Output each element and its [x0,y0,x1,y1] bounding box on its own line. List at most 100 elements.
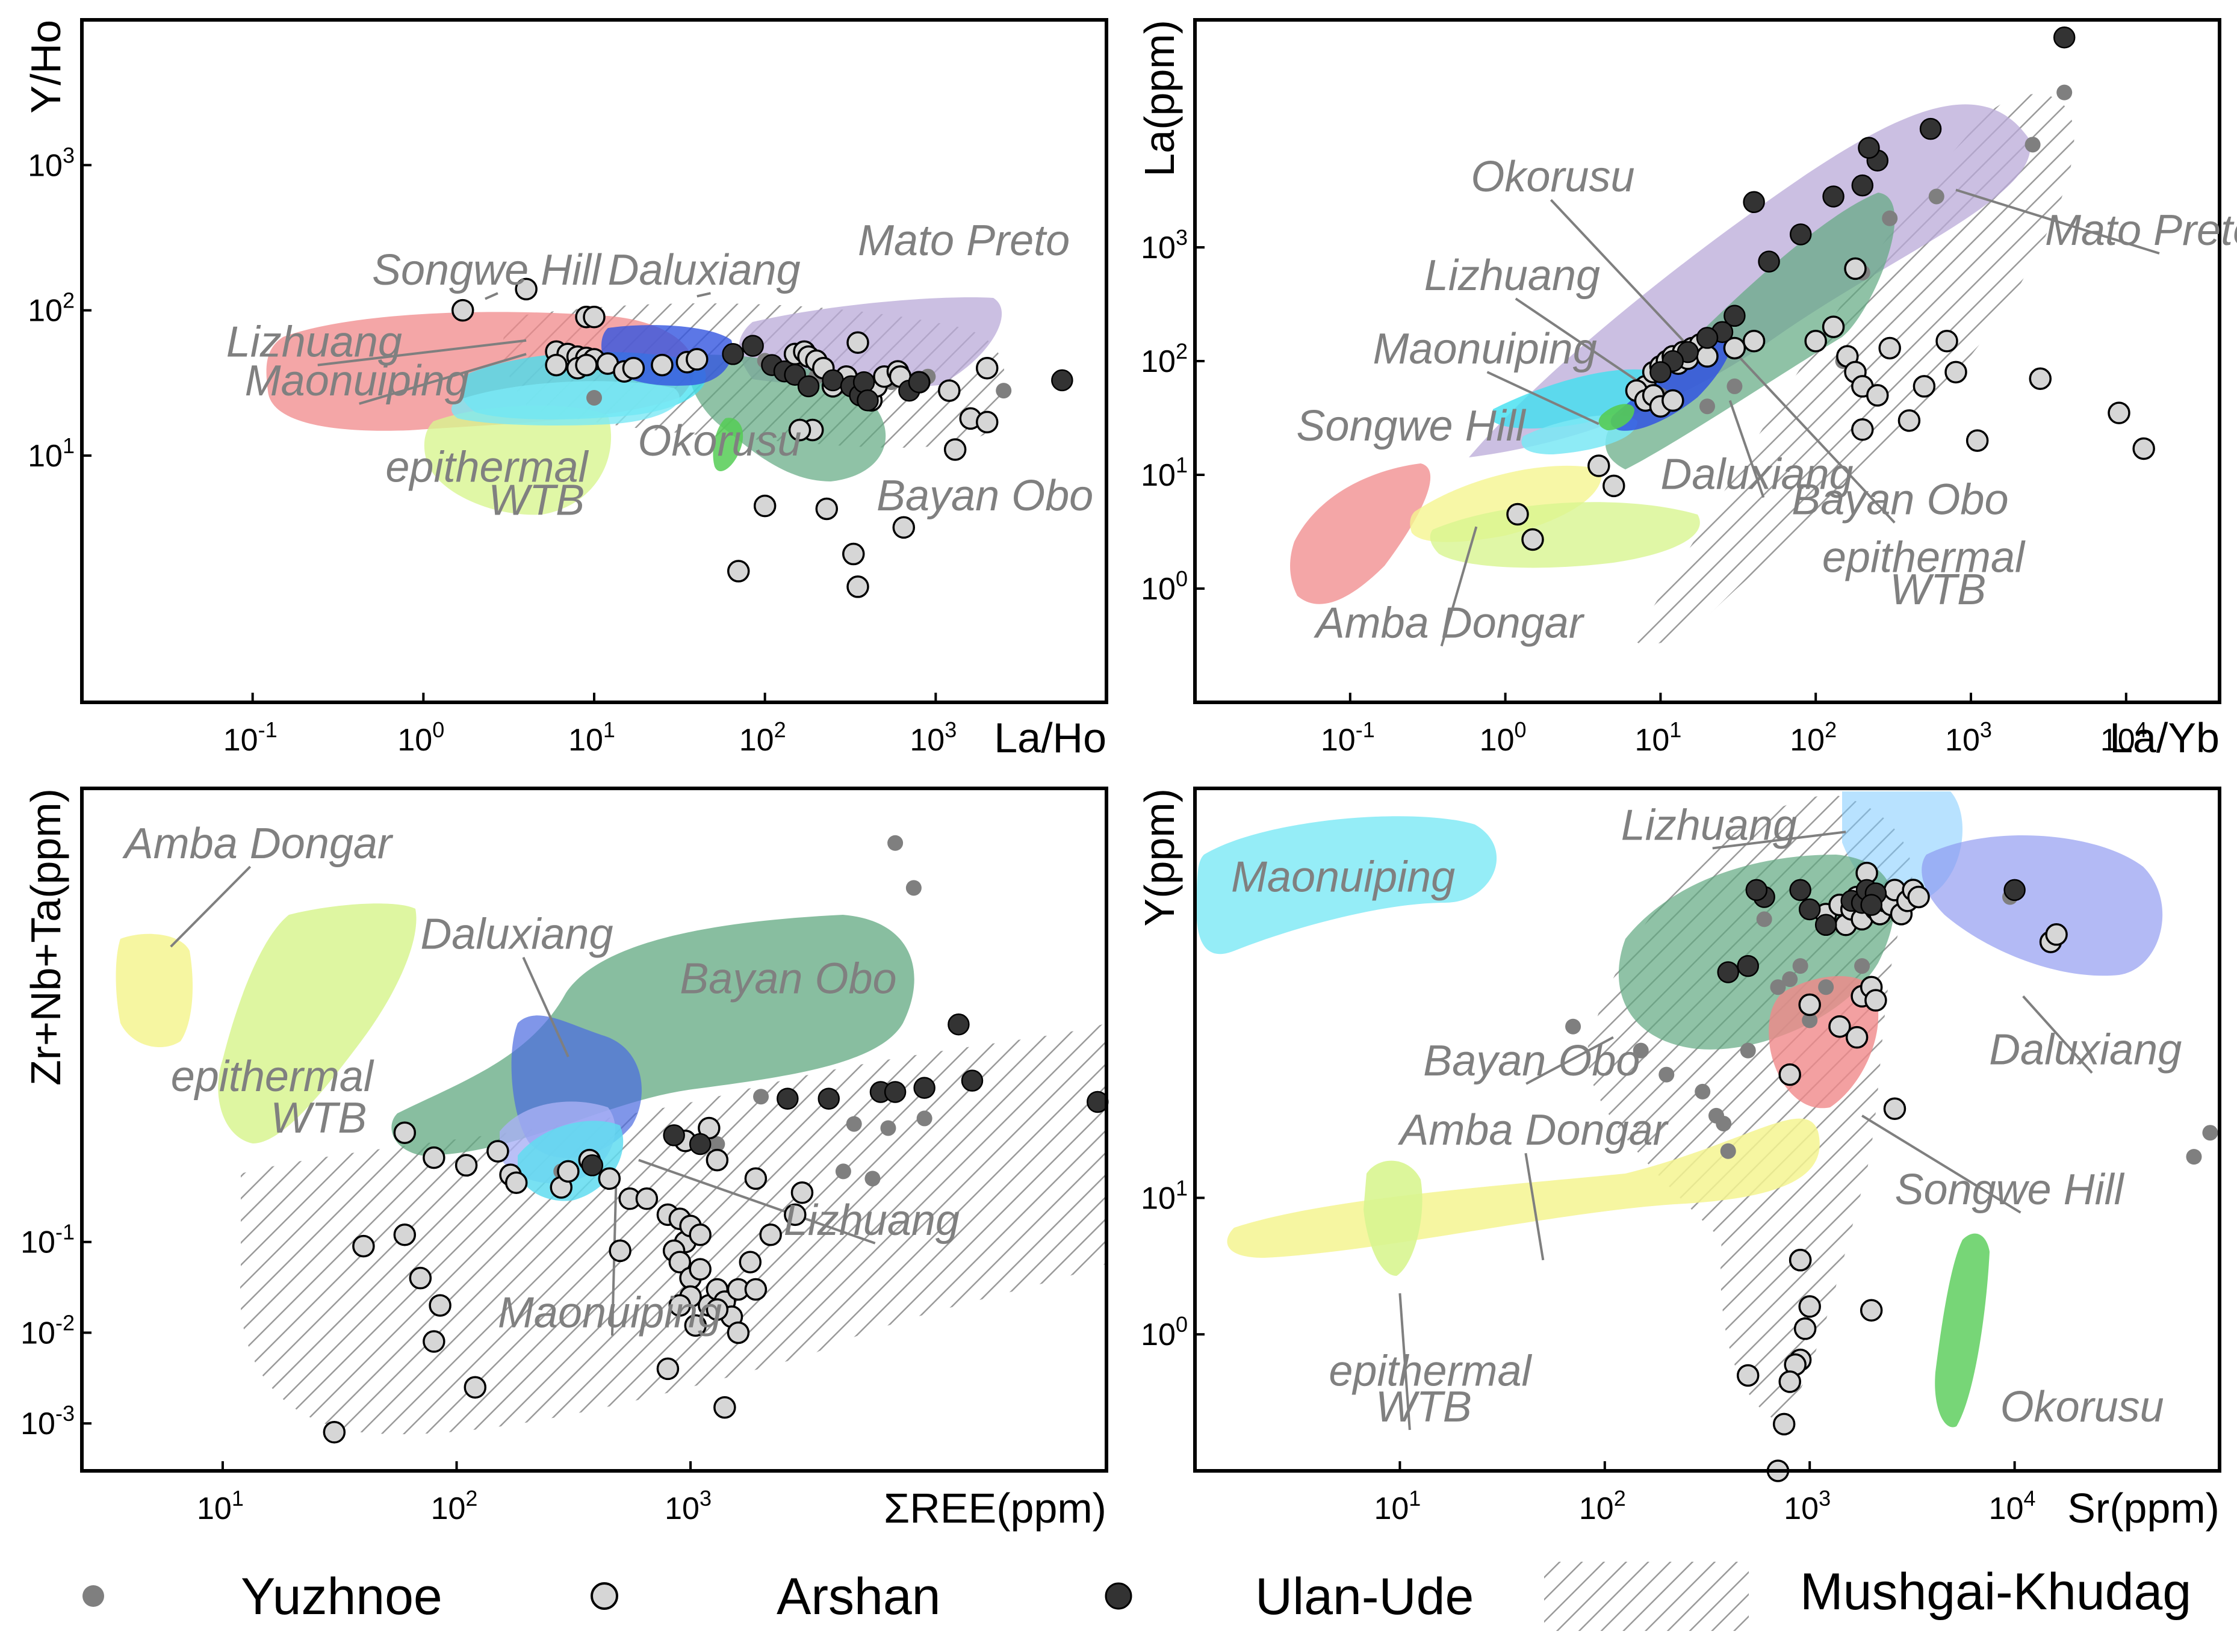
okorusu-region-d [1935,1233,1990,1428]
mato-preto-region-b [1469,104,2031,458]
region-label-d-lizhuang: Lizhuang [1621,801,1797,849]
x-axis-label-b: La/Yb [2109,714,2220,761]
point-a-yuzhnoe-0 [586,389,602,406]
point-b-arshan-32 [1851,418,1874,441]
point-c-arshan-48 [656,1357,680,1381]
point-d-arshan-19 [1798,993,1821,1016]
point-c-arshan-44 [352,1234,375,1258]
point-b-yuzhnoe-2 [2024,137,2041,153]
amba-dongar-region-c [116,933,193,1047]
x-tick-label-d-2: 103 [1784,1486,1831,1526]
x-tick-base-b-3: 10 [1790,723,1825,758]
point-b-arshan-33 [1897,409,1921,432]
y-axis-label-c: Zr+Nb+Ta(ppm) [22,788,69,1086]
y-tick-exp-a-2: 3 [63,143,75,167]
y-tick-base-c-0: 10 [20,1406,55,1441]
y-tick-label-b-3: 103 [1141,225,1188,265]
point-d-arshan-34 [1736,1364,1760,1387]
leader-b-bayan-obo [1733,351,1896,524]
point-d-yuzhnoe-6 [1716,1116,1732,1132]
point-a-ulan-ude-1 [742,335,764,357]
maonuiping-region-d [1196,816,1497,954]
legend-marker-mushgai-khudag [1544,1562,1749,1631]
point-a-ulan-ude-13 [1051,369,1073,392]
point-c-ulan-ude-4 [818,1087,840,1110]
point-d-ulan-ude-1 [1737,954,1759,977]
y-tick-base-b-2: 10 [1141,344,1176,379]
region-label-a-okorusu: Okorusu [638,417,801,465]
point-a-arshan-11 [575,353,598,377]
point-a-arshan-38 [788,418,811,442]
leader-d-daluxiang [2022,995,2093,1074]
x-tick-base-c-2: 10 [665,1491,700,1526]
region-label-c-amba-dongar: Amba Dongar [122,820,394,868]
y-tick-base-b-3: 10 [1141,230,1176,265]
point-c-ulan-ude-8 [948,1013,970,1036]
region-label-a-bayan-obo: Bayan Obo [876,472,1093,520]
point-d-yuzhnoe-10 [1792,958,1808,974]
legend: Yuzhnoe Arshan Ulan-Ude Mushgai-Khudag [82,1562,2191,1631]
point-d-yuzhnoe-7 [1740,1042,1756,1059]
points-a [451,277,1073,598]
x-tick-label-b-2: 101 [1634,717,1681,758]
leader-a-maonuiping [359,353,527,405]
x-tick-label-a-1: 100 [397,717,444,758]
y-tick-label-b-1: 101 [1141,453,1188,493]
songwe-hill-region-b [1290,463,1431,604]
leader-b-mato-preto [1955,188,2160,255]
point-c-ulan-ude-1 [663,1124,685,1146]
region-label-c-bayan-obo: Bayan Obo [680,955,896,1003]
x-tick-exp-b-1: 0 [1515,717,1527,742]
point-b-arshan-26 [1935,329,1958,353]
region-label-d-okorusu: Okorusu [2000,1383,2164,1431]
point-d-arshan-25 [1883,1097,1907,1121]
region-label-b-epithermal: epithermal [1822,533,2026,581]
point-d-ulan-ude-5 [1814,914,1837,936]
legend-item-arshan: Arshan [591,1568,941,1626]
leader-d-wtb [1398,1293,1411,1431]
point-c-arshan-45 [393,1224,417,1246]
point-c-arshan-31 [744,1278,768,1301]
x-tick-exp-b-2: 1 [1669,717,1681,742]
region-label-a-wtb: WTB [488,477,585,525]
leader-a-lizhuang [317,339,527,367]
point-c-arshan-9 [598,1167,621,1190]
point-c-arshan-47 [429,1294,451,1317]
point-b-ulan-ude-13 [1743,191,1765,214]
point-d-yuzhnoe-12 [1818,979,1834,995]
point-c-ulan-ude-2 [689,1133,712,1155]
point-a-arshan-44 [892,516,916,539]
plot-frame-c [80,787,1108,1473]
okorusu-region-a [713,418,743,471]
y-tick-exp-a-0: 1 [63,433,75,458]
region-label-b-okorusu: Okorusu [1471,153,1634,201]
y-tick-exp-b-3: 3 [1176,225,1188,250]
point-c-arshan-32 [727,1321,750,1344]
point-d-arshan-38 [1789,1249,1812,1272]
x-tick-base-b-4: 10 [1945,723,1980,758]
region-label-d-amba-dongar: Amba Dongar [1397,1106,1669,1154]
point-a-arshan-3 [583,305,606,329]
epithermal-region-d [1364,1160,1423,1276]
point-c-yuzhnoe-3 [846,1116,862,1132]
point-d-yuzhnoe-11 [1802,1012,1818,1029]
x-tick-base-d-1: 10 [1579,1491,1614,1526]
x-tick-exp-b-0: -1 [1356,717,1375,742]
point-c-yuzhnoe-6 [880,1120,896,1136]
point-b-arshan-28 [1966,429,1989,452]
point-c-arshan-29 [706,1298,729,1321]
leader-b-maonuiping [1486,371,1599,425]
point-c-ulan-ude-3 [777,1087,799,1110]
point-c-arshan-40 [609,1239,631,1263]
point-d-arshan-18 [1778,1063,1801,1086]
y-tick-exp-d-1: 1 [1176,1175,1188,1200]
leader-c-maonuiping [610,1187,618,1336]
x-tick-base-b-0: 10 [1321,723,1356,758]
x-tick-exp-a-0: -1 [258,717,278,742]
point-b-arshan-38 [1521,528,1544,551]
region-label-a-maonuiping: Maonuiping [245,357,469,405]
